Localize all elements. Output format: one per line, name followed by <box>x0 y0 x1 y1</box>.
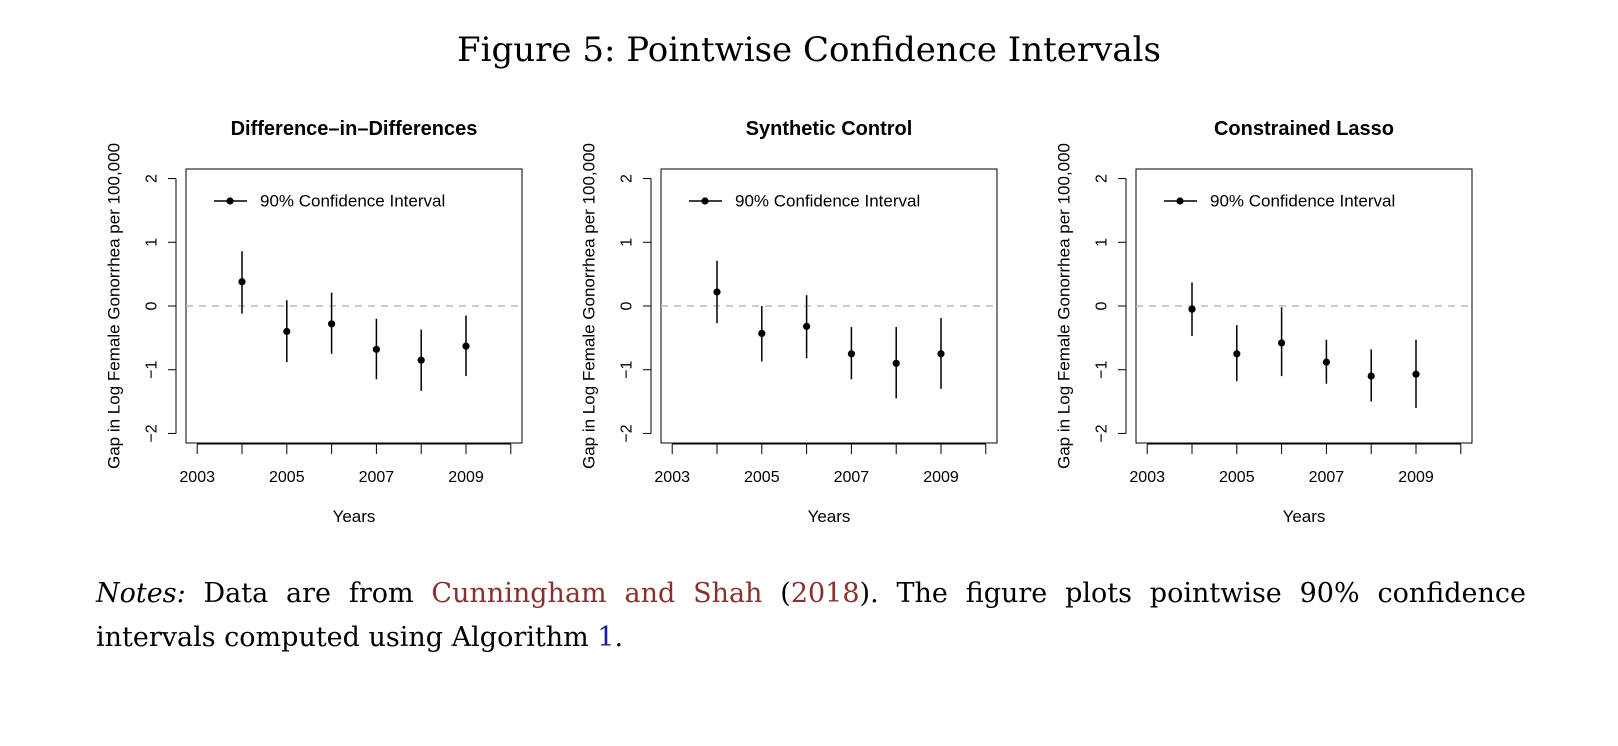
y-tick-label: 2 <box>1094 174 1111 183</box>
point-estimate <box>417 356 425 364</box>
x-axis-label: Years <box>333 507 376 526</box>
legend-label: 90% Confidence Interval <box>260 192 445 211</box>
notes-text-1: Data are from <box>203 578 414 609</box>
point-estimate <box>372 345 380 353</box>
x-tick-label: 2009 <box>1398 469 1434 486</box>
notes-text-2: ). The figure plots pointwise 90% confid… <box>96 578 1526 653</box>
point-estimate <box>803 322 811 330</box>
x-tick-label: 2003 <box>179 469 215 486</box>
charts-area: Difference–in–Differences −2 −1 0 1 2 Gap in L… <box>105 118 1473 526</box>
x-tick-label: 2009 <box>923 469 959 486</box>
citation-authors-link[interactable]: Cunningham and Shah <box>431 578 763 609</box>
x-tick-label: 2009 <box>448 469 484 486</box>
legend-marker <box>1176 197 1184 205</box>
legend-label: 90% Confidence Interval <box>735 192 920 211</box>
x-tick-label: 2005 <box>1219 469 1255 486</box>
legend-marker <box>226 197 234 205</box>
point-estimate <box>1367 372 1375 380</box>
notes-label: Notes: <box>96 578 186 609</box>
y-tick-label: 1 <box>144 238 161 247</box>
point-estimate <box>937 350 945 358</box>
point-estimate <box>713 288 721 296</box>
y-tick-label: −2 <box>144 424 161 442</box>
chart-title: Constrained Lasso <box>1214 118 1394 140</box>
y-axis-label: Gap in Log Female Gonorrhea per 100,000 <box>580 143 599 469</box>
y-tick-label: −2 <box>1094 424 1111 442</box>
y-tick-label: −1 <box>1094 361 1111 379</box>
chart-panel-1: Difference–in–Differences −2 −1 0 1 2 Gap in L… <box>105 118 523 526</box>
point-estimate <box>1412 370 1420 378</box>
y-tick-label: 2 <box>144 174 161 183</box>
y-tick-label: 0 <box>144 301 161 310</box>
x-tick-label: 2007 <box>1309 469 1345 486</box>
chart-title: Synthetic Control <box>746 118 913 140</box>
x-axis-label: Years <box>1283 507 1326 526</box>
y-tick-label: −1 <box>144 361 161 379</box>
y-tick-label: 1 <box>619 238 636 247</box>
citation-open-paren: ( <box>780 578 791 609</box>
chart-title: Difference–in–Differences <box>231 118 478 140</box>
x-axis-label: Years <box>808 507 851 526</box>
figure-title: Figure 5: Pointwise Confidence Intervals <box>457 30 1161 70</box>
point-estimate <box>892 359 900 367</box>
point-estimate <box>1322 358 1330 366</box>
chart-panel-3: Constrained Lasso −2 −1 0 1 2 Gap in Log Femal… <box>1055 118 1473 526</box>
point-estimate <box>847 350 856 358</box>
figure-notes: Notes: Data are from Cunningham and Shah… <box>96 572 1526 660</box>
y-tick-label: −2 <box>619 424 636 442</box>
point-estimate <box>328 320 336 328</box>
x-tick-label: 2007 <box>834 469 870 486</box>
point-estimate <box>283 327 291 336</box>
x-tick-label: 2003 <box>654 469 690 486</box>
y-axis-label: Gap in Log Female Gonorrhea per 100,000 <box>1055 143 1074 469</box>
algorithm-reference-link[interactable]: 1 <box>597 622 615 653</box>
y-tick-label: 1 <box>1094 238 1111 247</box>
chart-panel-2: Synthetic Control −2 −1 0 1 2 Gap in Log Femal… <box>580 118 998 526</box>
point-estimate <box>1188 305 1196 313</box>
notes-text-3: . <box>614 622 624 653</box>
point-estimate <box>1278 339 1286 347</box>
x-tick-label: 2007 <box>359 469 395 486</box>
citation-year-link[interactable]: 2018 <box>790 578 860 609</box>
point-estimate <box>462 342 470 350</box>
y-tick-label: 2 <box>619 174 636 183</box>
point-estimate <box>758 329 766 337</box>
y-tick-label: −1 <box>619 361 636 379</box>
y-tick-label: 0 <box>619 301 636 310</box>
y-tick-label: 0 <box>1094 301 1111 310</box>
x-tick-label: 2005 <box>269 469 305 486</box>
y-axis-label: Gap in Log Female Gonorrhea per 100,000 <box>105 143 124 469</box>
legend-label: 90% Confidence Interval <box>1210 192 1395 211</box>
x-tick-label: 2005 <box>744 469 780 486</box>
x-tick-label: 2003 <box>1129 469 1165 486</box>
point-estimate <box>238 278 246 286</box>
legend-marker <box>701 197 709 205</box>
point-estimate <box>1233 350 1241 358</box>
